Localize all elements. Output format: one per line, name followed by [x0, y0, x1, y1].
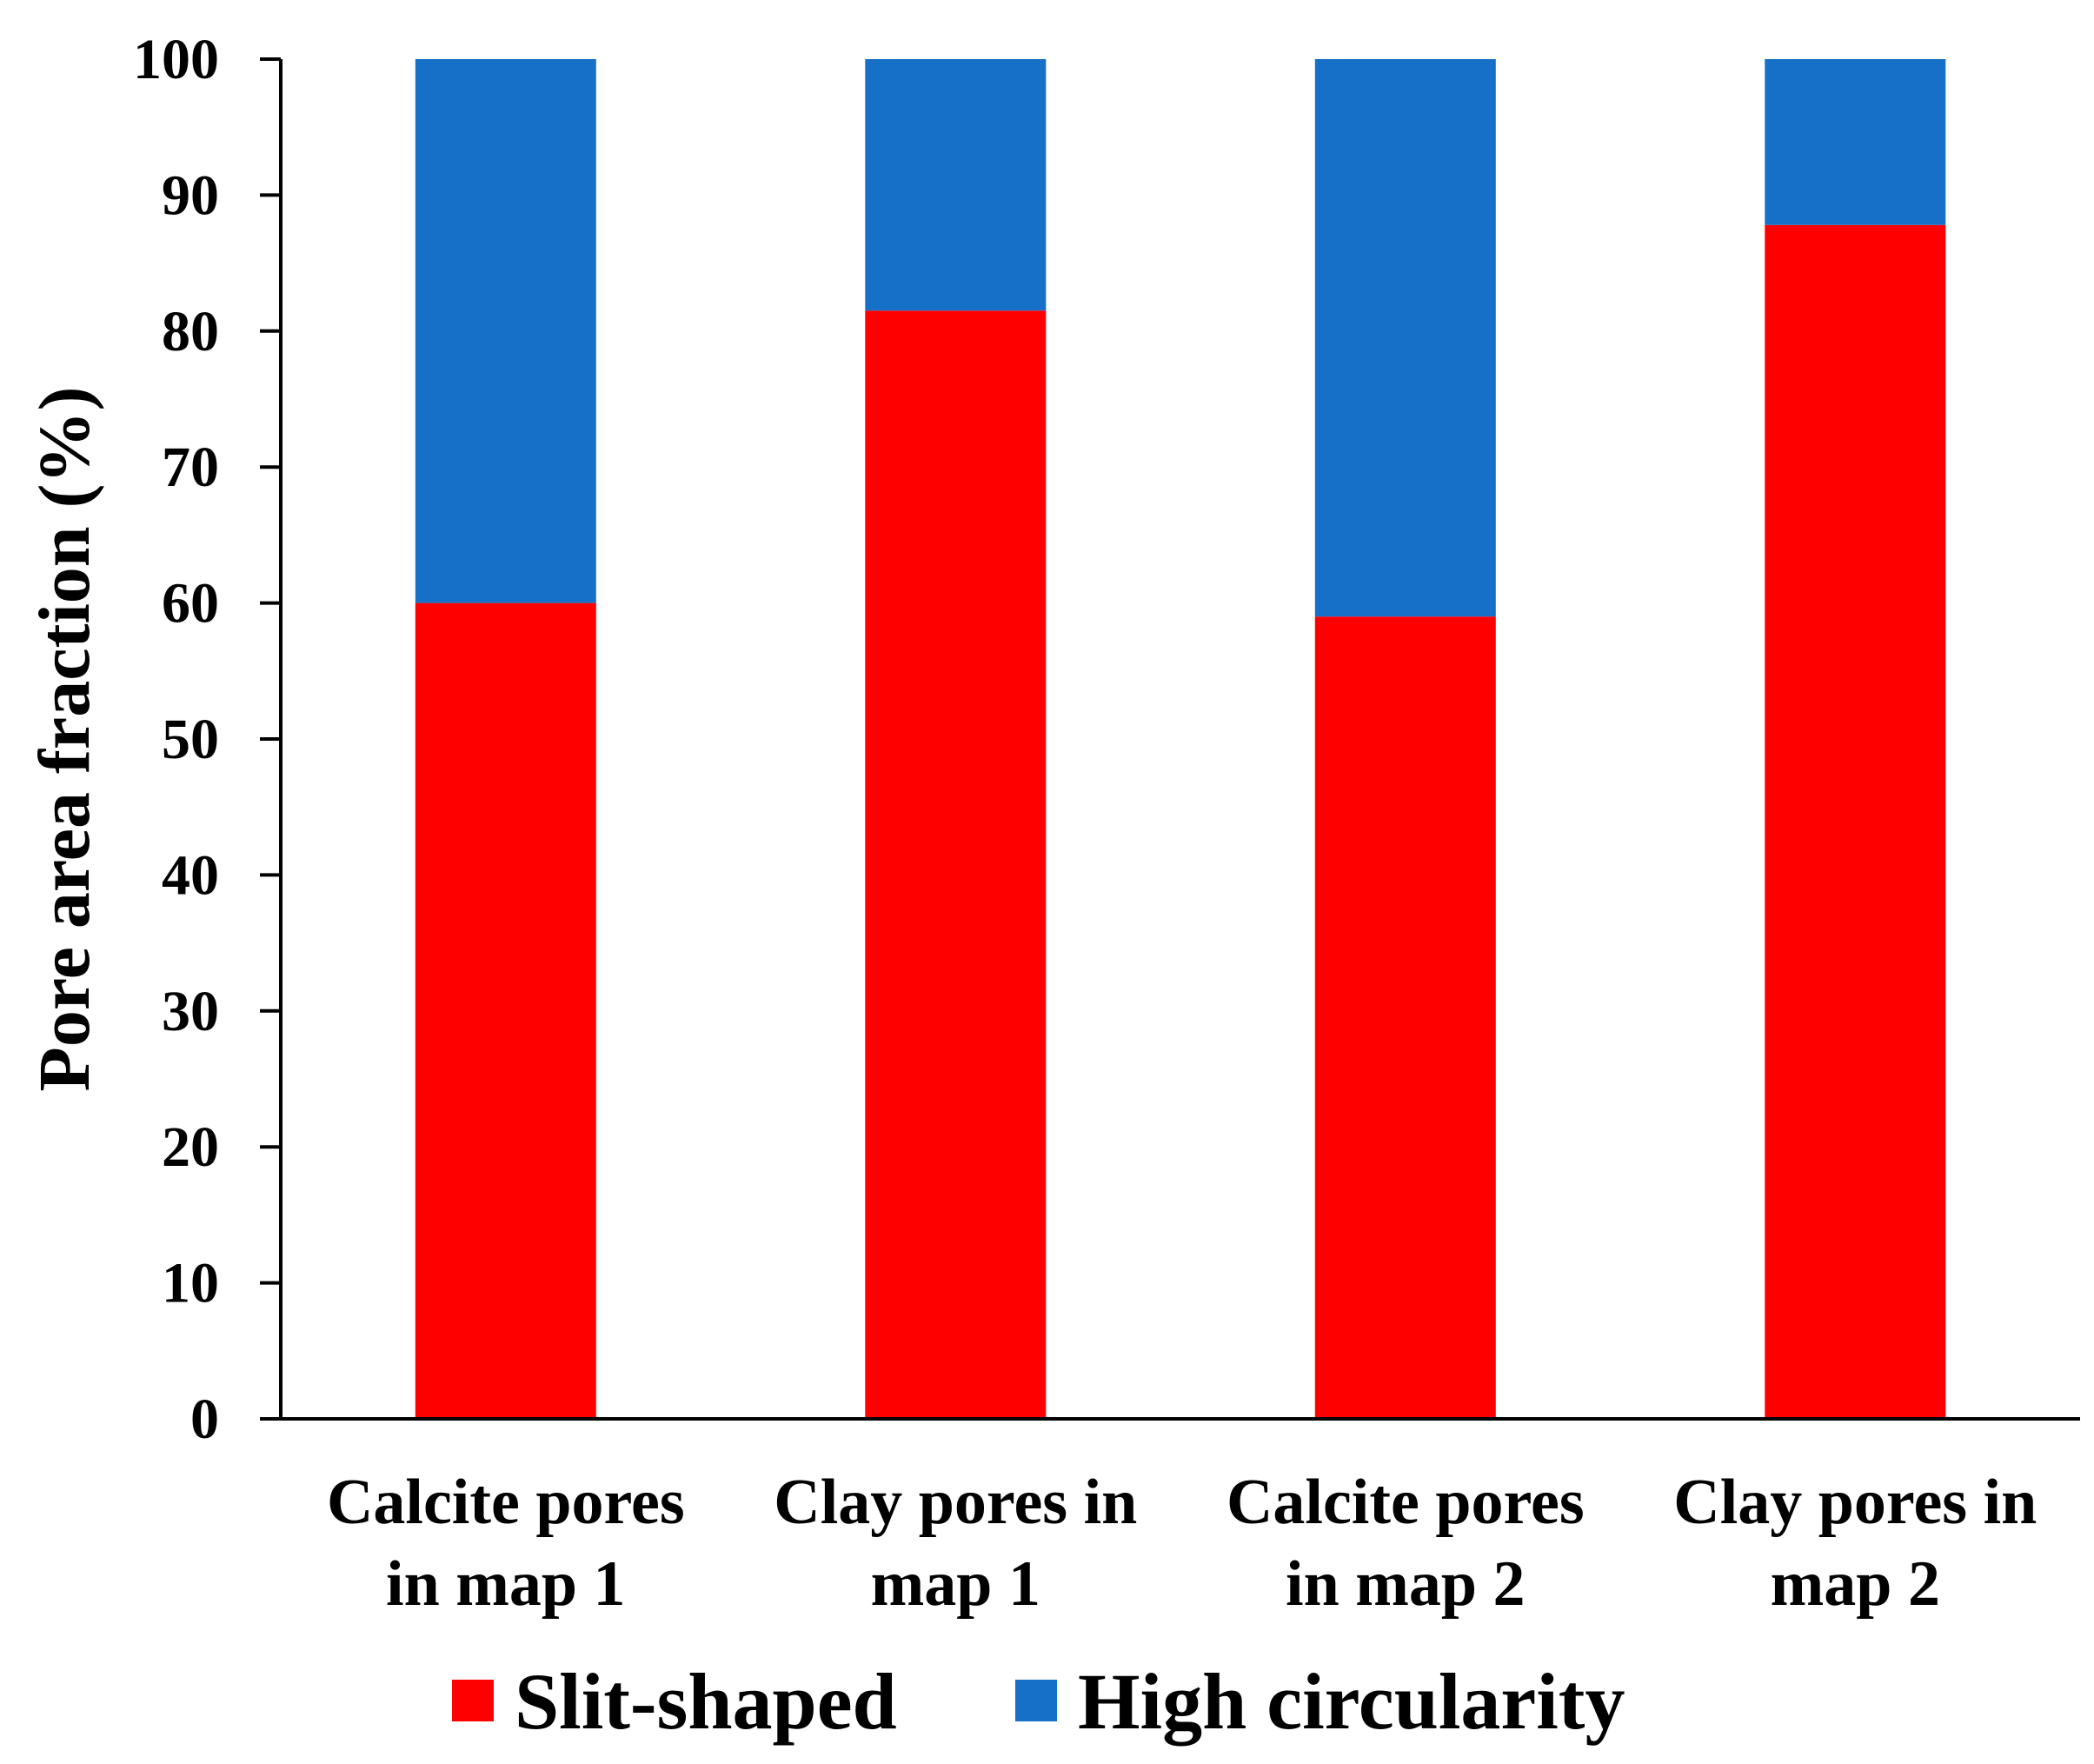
- y-tick-label-90: 90: [162, 163, 219, 227]
- y-tick-label-100: 100: [133, 28, 219, 91]
- x-tick-label-2: Clay pores in map 1: [774, 1467, 1137, 1620]
- bar-4-high-circularity: [1765, 59, 1946, 225]
- axes-layer: [260, 57, 2080, 1421]
- bar-1-high-circularity: [415, 59, 596, 603]
- y-axis-title: Pore area fraction (%): [24, 387, 105, 1092]
- x-tick-label-4: Clay pores in map 2: [1673, 1467, 2037, 1620]
- bar-3-high-circularity: [1314, 59, 1496, 617]
- labels-layer: Calcite pores in map 1 Clay pores in map 1 C…: [24, 28, 2037, 1620]
- x-tick-label-3: Calcite pores in map 2: [1226, 1467, 1585, 1620]
- y-tick-label-80: 80: [162, 300, 219, 363]
- bars-layer: [415, 59, 1946, 1419]
- y-tick-label-20: 20: [162, 1115, 219, 1179]
- x-tick-label-1: Calcite pores in map 1: [327, 1467, 685, 1620]
- bar-3-slit-shaped: [1314, 616, 1496, 1419]
- y-tick-label-0: 0: [190, 1388, 219, 1451]
- y-tick-label-40: 40: [162, 843, 219, 907]
- bar-2-high-circularity: [865, 59, 1047, 311]
- legend: Slit-shaped High circularity: [452, 1657, 1625, 1746]
- legend-swatch-slit-shaped: [452, 1680, 494, 1721]
- legend-swatch-high-circularity: [1015, 1680, 1057, 1721]
- bar-2-slit-shaped: [865, 310, 1047, 1419]
- y-tick-label-30: 30: [162, 980, 219, 1043]
- y-tick-label-10: 10: [162, 1252, 219, 1315]
- bar-1-slit-shaped: [415, 602, 596, 1419]
- y-tick-label-60: 60: [162, 572, 219, 636]
- y-tick-label-50: 50: [162, 708, 219, 771]
- y-tick-label-70: 70: [162, 436, 219, 499]
- bar-4-slit-shaped: [1765, 224, 1946, 1419]
- legend-label-high-circularity: High circularity: [1078, 1657, 1625, 1746]
- legend-label-slit-shaped: Slit-shaped: [515, 1657, 897, 1746]
